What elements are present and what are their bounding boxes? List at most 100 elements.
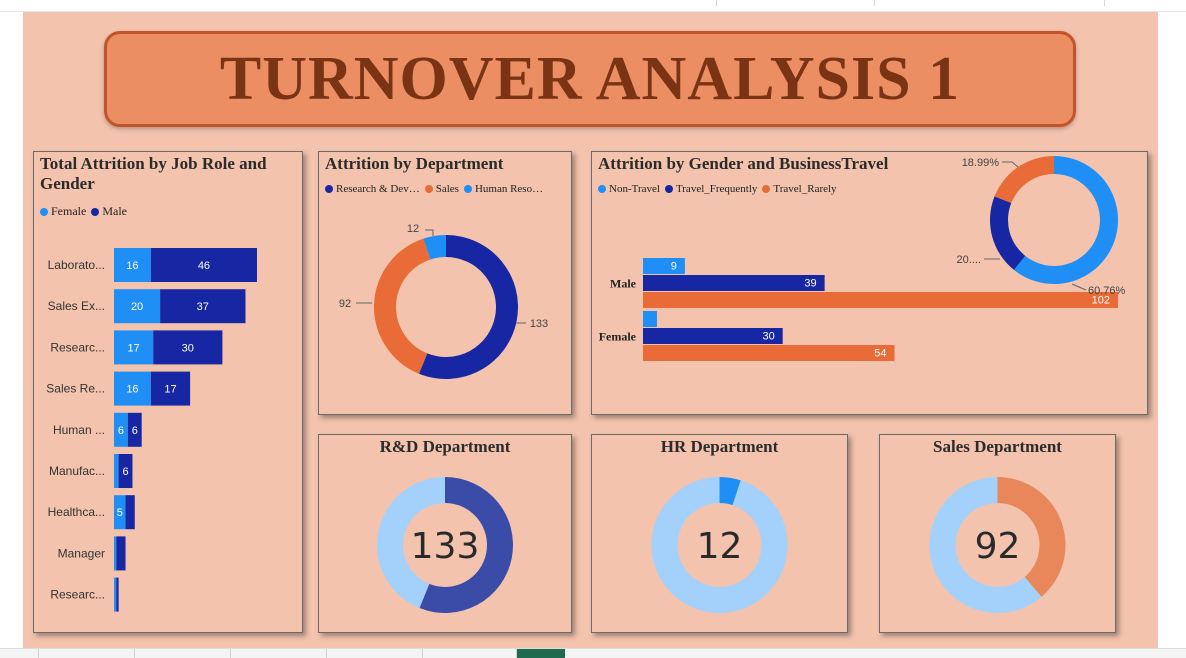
travel-legend: Non-Travel Travel_Frequently Travel_Rare… [598, 183, 842, 195]
page-tab[interactable] [231, 649, 327, 658]
hr-department-card[interactable]: HR Department 12 [591, 434, 848, 633]
travel-bar [643, 311, 657, 327]
rnd-department-card[interactable]: R&D Department 133 [318, 434, 572, 633]
job-role-bar [116, 577, 119, 612]
department-legend: Research & Dev… Sales Human Reso… [325, 183, 548, 195]
job-role-bar-label: 30 [182, 342, 194, 354]
top-bar-divider [1104, 0, 1105, 6]
travel-axis-label: Female [599, 330, 637, 344]
hr-card-title: HR Department [660, 437, 779, 456]
job-role-bar [150, 371, 191, 406]
legend-dot-icon [664, 185, 673, 193]
job-role-axis-label: Healthca... [48, 505, 105, 519]
job-role-bar [150, 248, 257, 282]
page-tab[interactable] [423, 649, 517, 658]
department-attrition-panel[interactable]: Attrition by Department Research & Dev… … [318, 151, 572, 415]
travel-bar [643, 275, 825, 291]
job-role-bar-label: 6 [122, 466, 128, 478]
legend-non-travel[interactable]: Non-Travel [598, 183, 660, 195]
sales-card-title: Sales Department [933, 437, 1062, 456]
leader-line [425, 229, 434, 236]
legend-dot-icon [463, 185, 472, 193]
page-tab[interactable] [327, 649, 423, 658]
job-role-axis-label: Human ... [53, 423, 105, 437]
travel-chart-title: Attrition by Gender and BusinessTravel [598, 154, 889, 173]
travel-bar [643, 328, 783, 344]
job-role-axis-label: Manager [58, 546, 105, 560]
job-role-bar [114, 289, 161, 324]
job-role-bar [114, 495, 126, 530]
legend-travel-rarely[interactable]: Travel_Rarely [762, 183, 837, 195]
job-role-bar-label: 16 [126, 260, 138, 272]
job-role-attrition-panel[interactable]: Total Attrition by Job Role and Gender F… [33, 151, 303, 633]
page-tab-bar [0, 648, 1186, 658]
legend-human-resources[interactable]: Human Reso… [463, 183, 544, 195]
travel-axis-label: Male [610, 277, 637, 291]
rnd-kpi-donut: 133 [376, 477, 513, 613]
legend-male[interactable]: Male [91, 204, 127, 219]
active-page-tab[interactable] [517, 649, 565, 658]
job-role-bar [125, 495, 135, 530]
job-role-bar [114, 330, 154, 365]
job-role-axis-label: Sales Re... [46, 382, 105, 396]
department-data-label: 92 [339, 298, 351, 310]
job-role-legend: Female Male [40, 204, 132, 219]
travel-donut-label: 20.... [957, 254, 981, 266]
job-role-bar-label: 17 [164, 384, 176, 396]
kpi_sales-slice [929, 477, 1042, 613]
page-tab[interactable] [0, 649, 39, 658]
travel-donut-slice [994, 156, 1054, 204]
travel-bar-label: 39 [804, 278, 816, 290]
job-role-bar-label: 16 [126, 384, 138, 396]
page-tab[interactable] [135, 649, 231, 658]
job-role-bar-label: 6 [118, 425, 124, 437]
kpi_sales-slice [997, 477, 1066, 597]
rnd-card-title: R&D Department [379, 437, 511, 456]
job-role-chart-title: Total Attrition by Job Role and Gender [40, 154, 267, 194]
job-role-bar [114, 371, 151, 406]
sales-kpi-donut: 92 [929, 477, 1066, 613]
job-role-bar [153, 330, 223, 365]
job-role-bar-label: 46 [198, 260, 210, 272]
dashboard-title: TURNOVER ANALYSIS 1 [219, 44, 961, 113]
kpi_rnd-slice [376, 477, 445, 609]
leader-line [1002, 161, 1019, 168]
department-donut-chart: 133 92 12 [339, 223, 548, 379]
page-tab[interactable] [39, 649, 135, 658]
legend-label: Male [102, 204, 127, 218]
job-role-axis-label: Researc... [50, 340, 105, 354]
top-bar [0, 0, 1186, 12]
kpi-value: 92 [975, 526, 1021, 567]
travel-bar [643, 345, 895, 361]
legend-label: Non-Travel [609, 183, 660, 195]
gender-travel-attrition-panel[interactable]: Attrition by Gender and BusinessTravel N… [591, 151, 1148, 415]
legend-dot-icon [598, 185, 606, 193]
legend-research-development[interactable]: Research & Dev… [325, 183, 420, 195]
job-role-bar [116, 536, 126, 571]
legend-travel-frequently[interactable]: Travel_Frequently [664, 183, 757, 195]
kpi-value: 133 [411, 526, 480, 567]
job-role-bar [160, 289, 246, 324]
job-role-title-line2: Gender [40, 174, 95, 193]
dashboard-title-banner: TURNOVER ANALYSIS 1 [104, 31, 1076, 127]
sales-department-card[interactable]: Sales Department 92 [879, 434, 1116, 633]
department-donut-slice [419, 235, 518, 379]
job-role-bar [114, 536, 117, 571]
job-role-bar [127, 412, 142, 447]
travel-bar-label: 9 [671, 261, 677, 273]
legend-label: Sales [435, 183, 459, 195]
job-role-bar [114, 248, 151, 282]
job-role-axis-label: Researc... [50, 588, 105, 602]
legend-dot-icon [91, 207, 100, 216]
job-role-title-line1: Total Attrition by Job Role and [40, 154, 267, 173]
kpi_hr-slice [651, 477, 788, 613]
legend-sales[interactable]: Sales [424, 183, 459, 195]
legend-female[interactable]: Female [40, 204, 86, 219]
job-role-axis-label: Sales Ex... [48, 299, 105, 313]
department-donut-slice [373, 238, 431, 374]
legend-dot-icon [424, 185, 433, 193]
job-role-bar [114, 577, 117, 612]
job-role-axis-label: Laborato... [48, 258, 105, 272]
legend-label: Human Reso… [474, 183, 544, 195]
travel-chart-area: Male 9 39 102 Female 30 54 60.76% 20.... 18.99% [599, 156, 1126, 361]
